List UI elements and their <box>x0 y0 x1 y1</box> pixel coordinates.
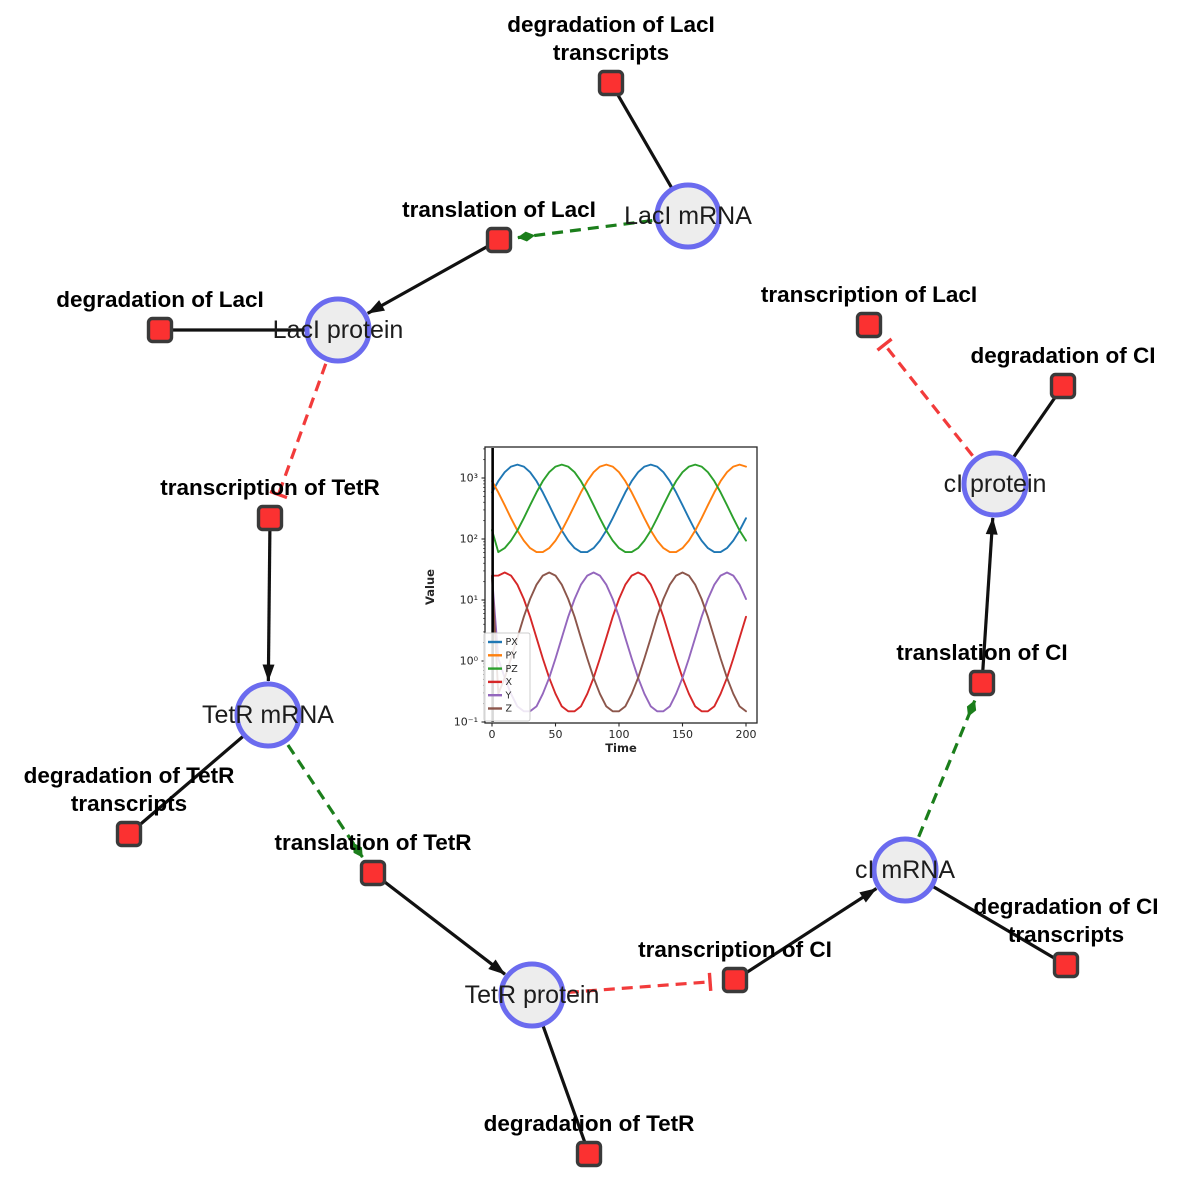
reaction-label-transl-laci: translation of LacI <box>402 197 596 222</box>
chart-axes-frame <box>484 446 758 724</box>
reaction-label-deg-ci-transcripts: transcripts <box>1008 922 1124 947</box>
series-line-Y <box>491 571 747 713</box>
reaction-node-transl-tetr <box>359 859 387 887</box>
reaction-node-deg-ci-transcripts <box>1052 951 1080 979</box>
reaction-node-tx-ci <box>721 966 749 994</box>
reaction-label-deg-tetr: degradation of TetR <box>484 1111 695 1136</box>
legend-label-PX: PX <box>506 637 519 648</box>
reaction-node-deg-tetr <box>575 1140 603 1168</box>
reaction-node-transl-laci <box>485 226 513 254</box>
reaction-node-deg-laci <box>146 316 174 344</box>
species-node-ci-mrna <box>871 836 939 904</box>
species-node-tetr-mrna <box>234 681 302 749</box>
legend-label-X: X <box>506 677 513 688</box>
reaction-label-deg-laci-transcripts: degradation of LacI <box>507 12 715 37</box>
series-line-PY <box>491 463 747 554</box>
x-axis-tick-label: 200 <box>736 728 757 741</box>
x-axis-tick-label: 50 <box>549 728 563 741</box>
reaction-node-transl-ci <box>968 669 996 697</box>
edge-modifier-ci-mrna-to-transl-ci <box>903 699 977 871</box>
species-label-tetr-mrna: TetR mRNA <box>202 701 334 729</box>
reaction-label-deg-laci: degradation of LacI <box>56 287 264 312</box>
series-line-X <box>491 571 747 713</box>
series-line-PX <box>491 463 747 554</box>
y-axis-tick-label: 10⁻¹ <box>454 716 478 729</box>
x-axis-tick-label: 100 <box>609 728 630 741</box>
reaction-label-deg-tetr-transcripts: transcripts <box>71 791 187 816</box>
edge-inhibition-tetr-protein-to-tx-ci <box>531 972 713 997</box>
species-label-ci-protein: cI protein <box>944 470 1047 498</box>
x-axis-tick-label: 0 <box>489 728 496 741</box>
edge-product-tx-tetr-to-tetr-mrna <box>262 517 275 682</box>
y-axis-tick-label: 10⁰ <box>460 655 479 668</box>
y-axis-tick-label: 10³ <box>460 472 478 485</box>
reaction-label-deg-tetr-transcripts: degradation of TetR <box>24 763 235 788</box>
species-label-ci-mrna: cI mRNA <box>855 856 955 884</box>
edge-inhibition-ci-protein-to-tx-laci <box>876 337 997 485</box>
legend-label-PY: PY <box>506 651 518 662</box>
reaction-nodes-layer <box>115 69 1080 1168</box>
species-label-laci-protein: LacI protein <box>273 316 404 344</box>
species-nodes-layer <box>234 182 1029 1029</box>
inset-chart: 10⁻¹ 10⁰ 10¹ 10² 10³ 0 50 100 150 200 Time Value PX P… <box>420 435 780 765</box>
reaction-label-deg-ci: degradation of CI <box>971 343 1156 368</box>
reaction-node-tx-laci <box>855 311 883 339</box>
species-label-laci-mrna: LacI mRNA <box>624 202 752 230</box>
species-node-laci-mrna <box>654 182 722 250</box>
reaction-label-deg-laci-transcripts: transcripts <box>553 40 669 65</box>
series-line-PZ <box>491 463 747 554</box>
edge-product-tx-ci-to-ci-mrna <box>734 887 878 982</box>
reaction-label-tx-tetr: transcription of TetR <box>160 475 380 500</box>
species-node-laci-protein <box>304 296 372 364</box>
legend-label-Y: Y <box>505 690 512 701</box>
x-axis-label: Time <box>605 741 637 755</box>
reaction-label-tx-laci: transcription of LacI <box>761 282 977 307</box>
edge-inhibition-laci-protein-to-tx-tetr <box>269 329 340 500</box>
species-label-tetr-protein: TetR protein <box>465 981 600 1009</box>
edge-product-transl-ci-to-ci-protein <box>980 517 998 684</box>
species-node-ci-protein <box>961 450 1029 518</box>
y-axis-label: Value <box>423 569 437 605</box>
reaction-node-deg-laci-transcripts <box>597 69 625 97</box>
reaction-node-deg-tetr-transcripts <box>115 820 143 848</box>
legend-label-Z: Z <box>506 704 513 715</box>
species-node-tetr-protein <box>498 961 566 1029</box>
reaction-label-transl-ci: translation of CI <box>896 640 1067 665</box>
reaction-label-transl-tetr: translation of TetR <box>274 830 471 855</box>
legend-label-PZ: PZ <box>506 664 519 675</box>
y-axis-tick-label: 10¹ <box>460 594 478 607</box>
reaction-node-deg-ci <box>1049 372 1077 400</box>
reaction-node-tx-tetr <box>256 504 284 532</box>
reaction-label-deg-ci-transcripts: degradation of CI <box>974 894 1159 919</box>
series-line-Z <box>491 571 747 713</box>
reaction-label-tx-ci: transcription of CI <box>638 937 832 962</box>
edge-product-transl-laci-to-laci-protein <box>366 238 500 315</box>
labels-layer: degradation of LacI transcripts translatio… <box>24 12 1159 1136</box>
y-axis-tick-label: 10² <box>460 533 478 546</box>
x-axis-tick-label: 150 <box>672 728 693 741</box>
edge-product-transl-tetr-to-tetr-protein <box>372 871 506 976</box>
